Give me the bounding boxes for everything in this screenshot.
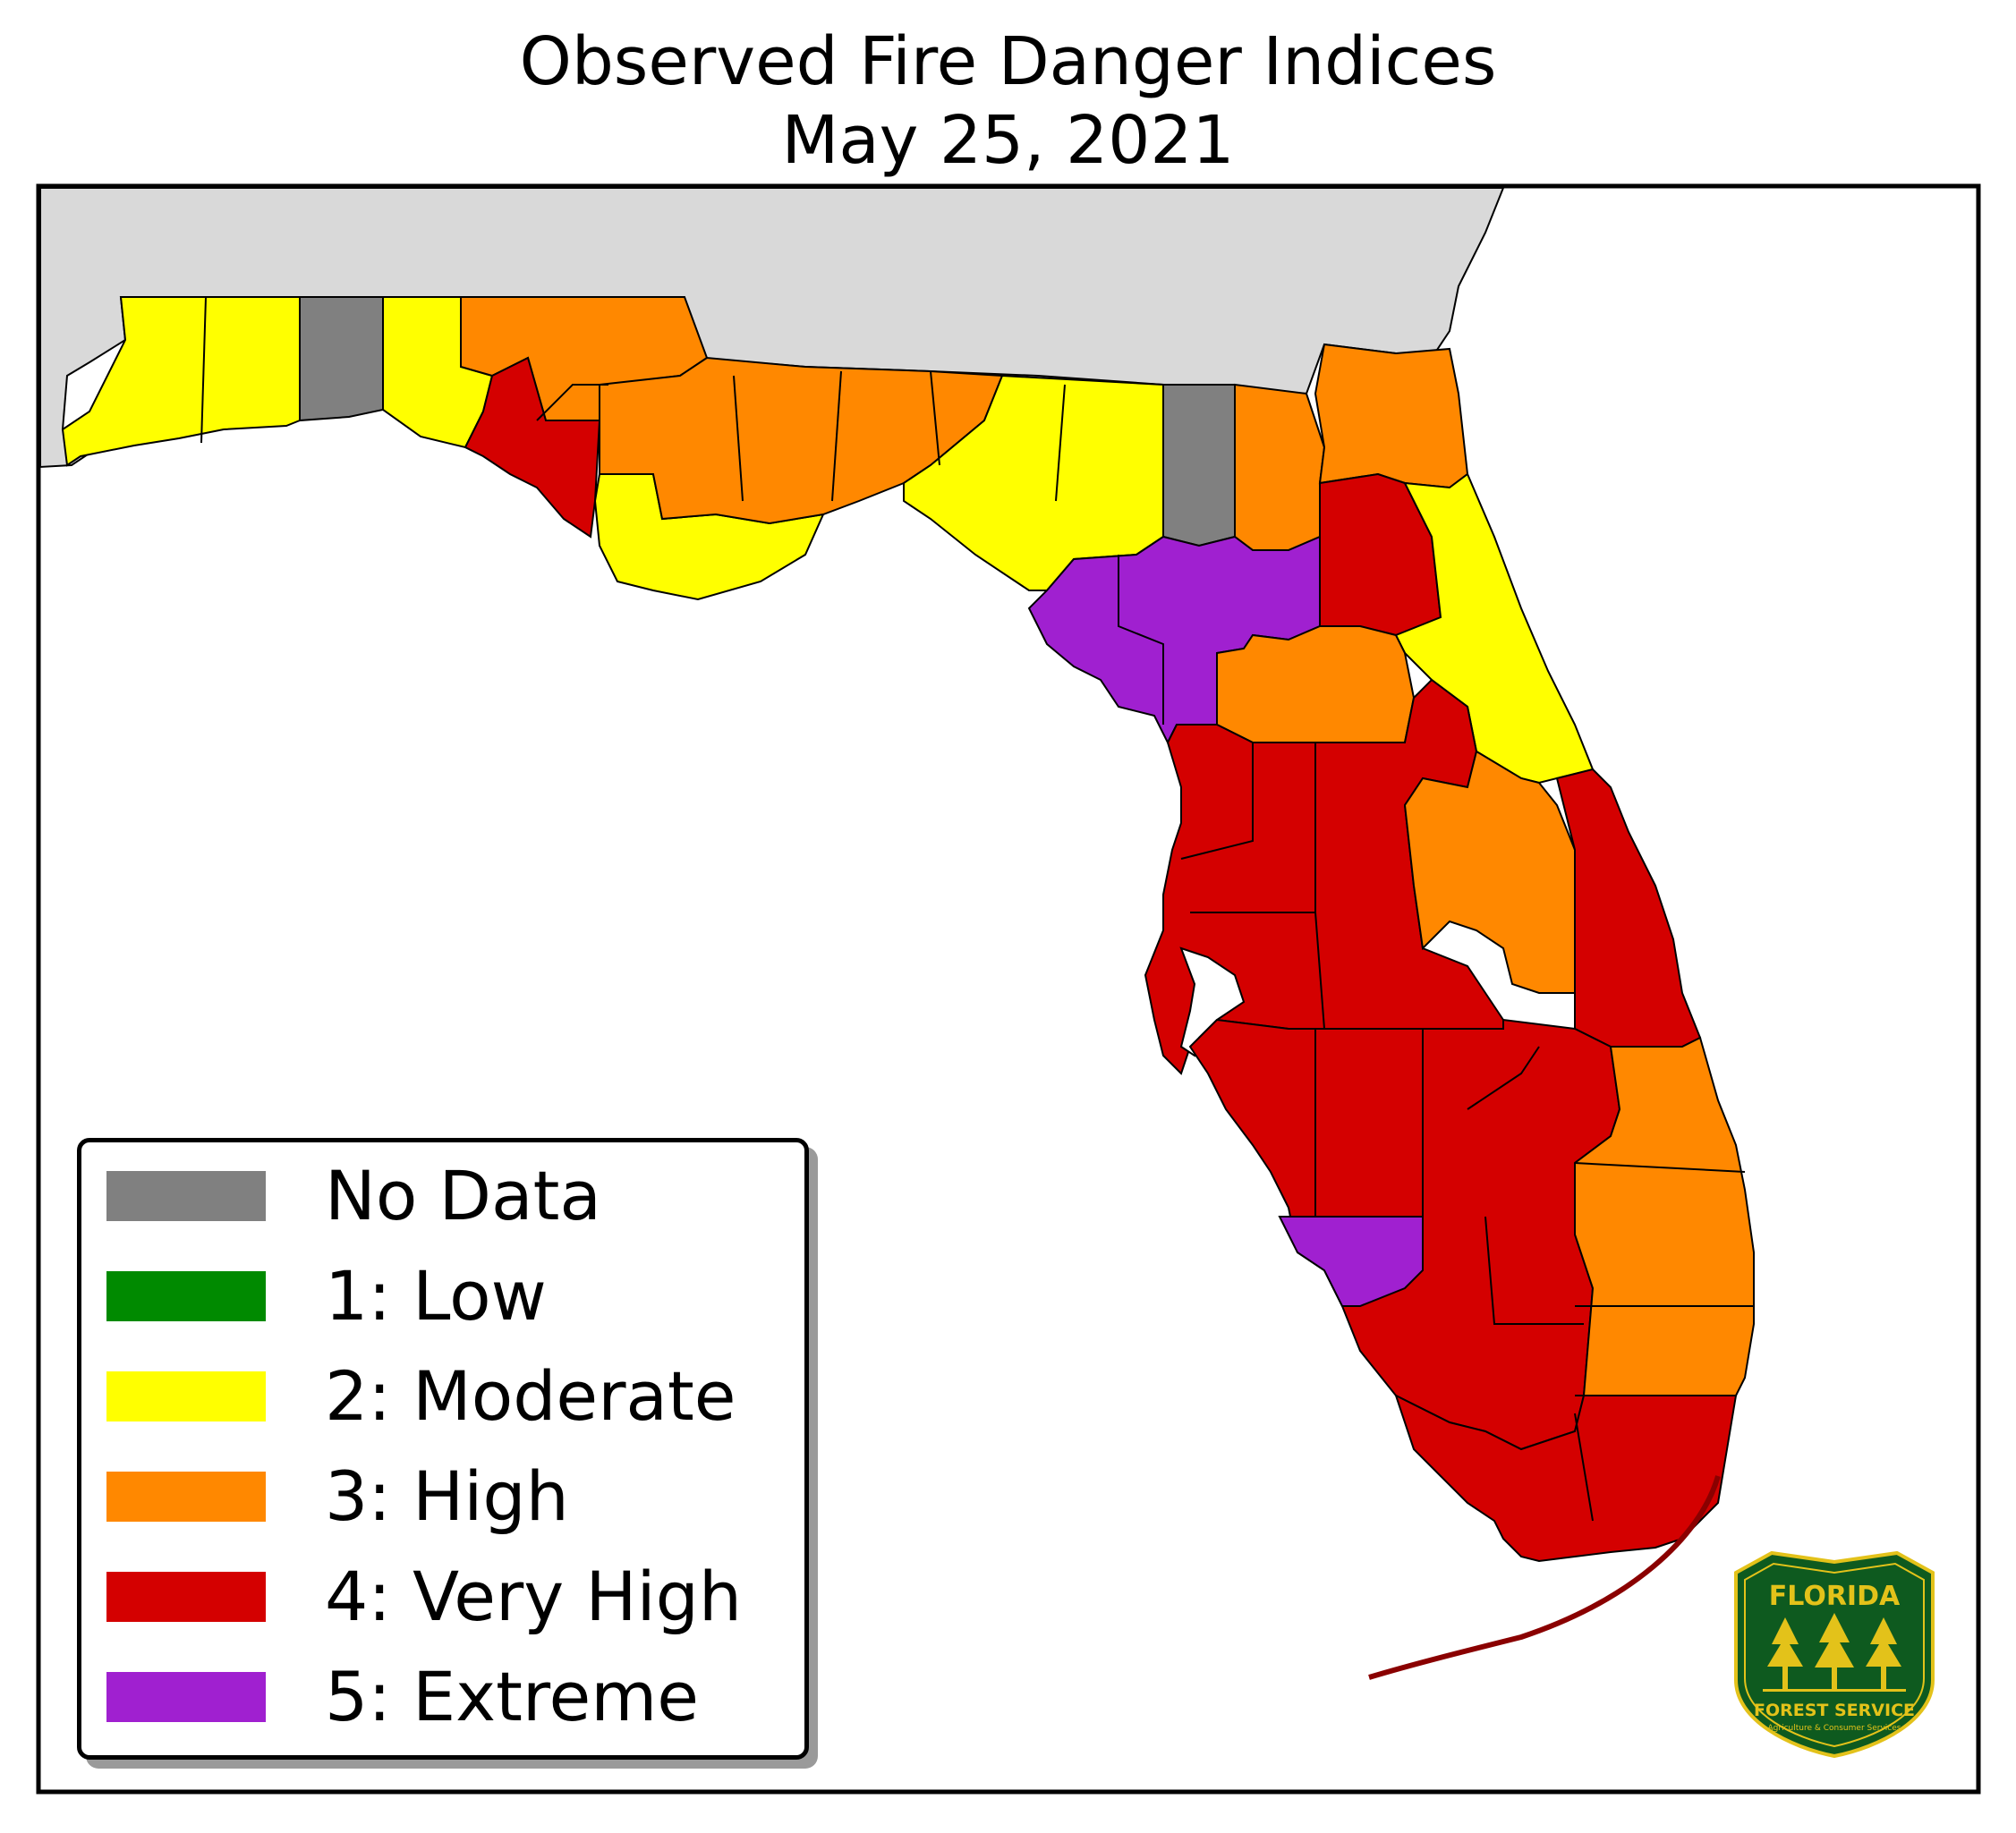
county-region-marion: [1216, 625, 1416, 743]
legend-swatch: [106, 1171, 266, 1221]
legend-swatch: [106, 1472, 266, 1522]
county-region-nassau-duval: [1314, 343, 1469, 489]
logo-top-text: FLORIDA: [1769, 1581, 1901, 1612]
legend-swatch: [106, 1271, 266, 1321]
county-region-miami-dade: [1394, 1394, 1738, 1563]
legend-item-no-data: No Data: [106, 1162, 601, 1230]
logo-sub-text: Agriculture & Consumer Services: [1768, 1724, 1901, 1733]
county-region-bay: [464, 356, 601, 539]
legend-swatch: [106, 1572, 266, 1622]
county-lines: [200, 296, 1754, 1522]
county-nodata-hamilton: [1162, 384, 1236, 547]
legend-label: 3: High: [325, 1456, 569, 1536]
legend-label: 5: Extreme: [325, 1657, 700, 1736]
florida-keys: [1368, 1475, 1721, 1680]
legend-label: No Data: [325, 1156, 601, 1235]
map-date: May 25, 2021: [781, 102, 1235, 179]
legend-swatch: [106, 1371, 266, 1421]
legend-item-low: 1: Low: [106, 1262, 547, 1330]
legend-swatch: [106, 1672, 266, 1722]
legend-label: 2: Moderate: [325, 1356, 736, 1436]
tree-icon: [1763, 1613, 1906, 1692]
legend-item-extreme: 5: Extreme: [106, 1663, 699, 1731]
logo-main-text: FOREST SERVICE: [1754, 1701, 1915, 1720]
county-nodata-west: [299, 296, 384, 422]
map-title: Observed Fire Danger Indices: [519, 23, 1497, 100]
legend-item-high: 3: High: [106, 1463, 569, 1531]
county-region-central-panhandle: [599, 356, 1004, 525]
legend-label: 4: Very High: [325, 1557, 743, 1636]
legend-label: 1: Low: [325, 1256, 547, 1336]
florida-forest-service-logo: FLORIDA FOREST SERVICE Agriculture & Con…: [1734, 1550, 1935, 1759]
legend-item-moderate: 2: Moderate: [106, 1362, 736, 1430]
legend-item-very-high: 4: Very High: [106, 1563, 742, 1631]
county-region-extreme-south: [1278, 1216, 1424, 1307]
legend: No Data 1: Low 2: Moderate 3: High 4: Ve…: [77, 1138, 809, 1760]
county-region-columbia: [1234, 383, 1326, 551]
